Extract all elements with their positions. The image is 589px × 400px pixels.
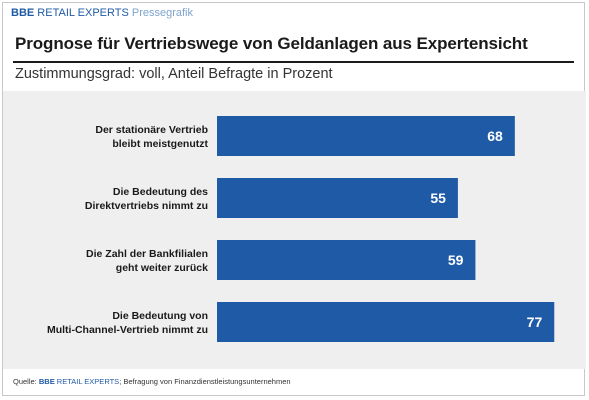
chart-subtitle: Zustimmungsgrad: voll, Anteil Befragte i…	[15, 66, 333, 82]
brand-subtitle: Pressegrafik	[131, 7, 193, 19]
source-description: ; Befragung von Finanzdienstleistungsunt…	[119, 377, 291, 386]
bar-chart: 68 Der stationäre Vertrieb bleibt meistgen…	[47, 116, 555, 342]
chart-title: Prognose für Vertriebswege von Geldanlag…	[15, 34, 528, 53]
category-label-2: Die Bedeutung des Direktvertriebs nimmt z…	[85, 186, 208, 212]
bar-value-label-2: 55	[430, 190, 446, 206]
bar-4	[217, 302, 555, 342]
bar-3	[217, 240, 476, 280]
category-label-3: Die Zahl der Bankfilialen geht weiter zur…	[86, 248, 208, 274]
brand-header: BBE RETAIL EXPERTS Pressegrafik	[3, 3, 584, 23]
bar-value-label-3: 59	[448, 252, 464, 268]
bar-value-label-1: 68	[487, 128, 503, 144]
category-label-1: Der stationäre Vertrieb bleibt meistgenut…	[95, 124, 208, 150]
title-rule	[13, 61, 574, 63]
bar-2	[217, 178, 458, 218]
chart-area: 68 Der stationäre Vertrieb bleibt meistgen…	[3, 91, 586, 369]
brand-bbe: BBE	[11, 7, 35, 19]
source-note: Quelle: BBE RETAIL EXPERTS; Befragung vo…	[13, 377, 291, 386]
source-prefix: Quelle:	[13, 377, 37, 386]
bar-1	[217, 116, 515, 156]
category-label-4: Die Bedeutung von Multi-Channel-Vertrieb …	[47, 310, 208, 336]
brand-name: RETAIL EXPERTS	[37, 7, 129, 19]
source-bbe: BBE	[38, 377, 55, 386]
source-name: RETAIL EXPERTS	[56, 377, 120, 386]
graphic-frame: BBE RETAIL EXPERTS Pressegrafik Prognose…	[2, 2, 586, 396]
brand-logo: BBE RETAIL EXPERTS Pressegrafik	[11, 7, 193, 19]
bar-value-label-4: 77	[527, 314, 543, 330]
